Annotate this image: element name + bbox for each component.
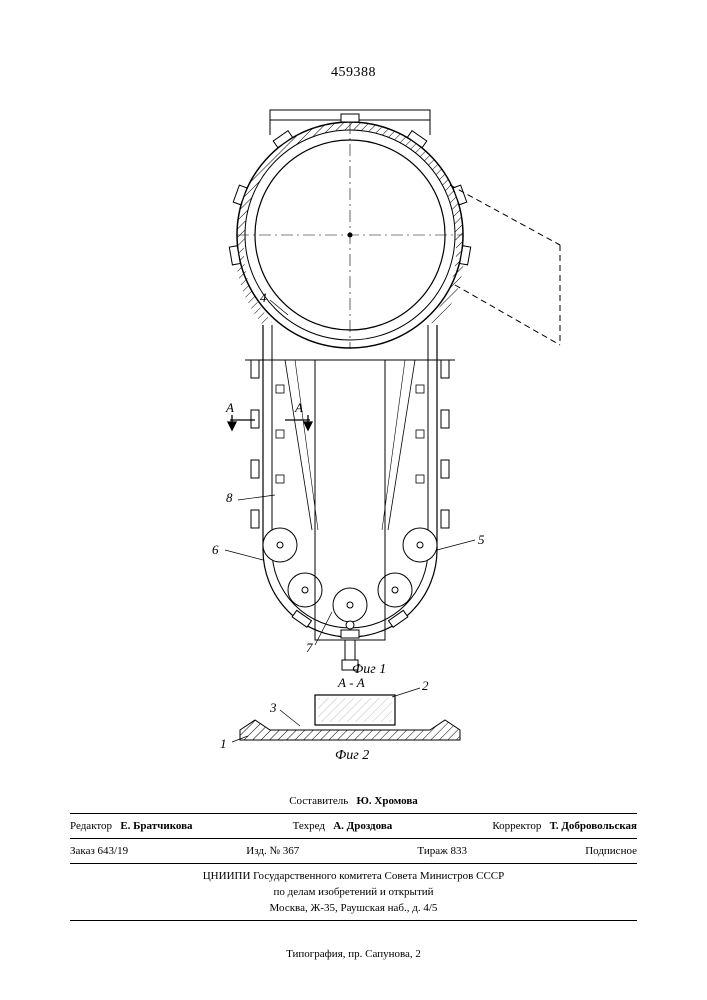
part-8: 8 (226, 490, 233, 506)
publisher-3: Москва, Ж-35, Раушская наб., д. 4/5 (70, 900, 637, 916)
part-3: 3 (270, 700, 277, 716)
composer-label: Составитель (289, 795, 348, 807)
section-mark-left: A (226, 400, 234, 416)
section-mark-right: A (295, 400, 303, 416)
footer: Составитель Ю. Хромова Редактор Е. Братч… (70, 793, 637, 925)
publisher-1: ЦНИИПИ Государственного комитета Совета … (70, 868, 637, 884)
corrector-name: Т. Добровольская (550, 820, 637, 832)
editor-label: Редактор (70, 820, 112, 832)
part-6: 6 (212, 542, 219, 558)
part-4: 4 (260, 290, 267, 306)
part-7: 7 (306, 640, 313, 656)
publisher-2: по делам изобретений и открытий (70, 884, 637, 900)
part-2: 2 (422, 678, 429, 694)
editor-name: Е. Братчикова (120, 820, 192, 832)
composer-name: Ю. Хромова (357, 795, 418, 807)
document-number: 459388 (0, 65, 707, 81)
fig2-label: Фиг 2 (335, 748, 369, 764)
order: Заказ 643/19 (70, 845, 128, 857)
circulation: Тираж 833 (417, 845, 467, 857)
edition: Изд. № 367 (246, 845, 299, 857)
techred-name: А. Дроздова (333, 820, 392, 832)
part-1: 1 (220, 736, 227, 752)
section-title: А - А (338, 675, 365, 691)
part-5: 5 (478, 532, 485, 548)
subscription: Подписное (585, 845, 637, 857)
figures: A A 4 8 6 5 7 Фиг 1 А - А 1 2 3 Фиг 2 (120, 100, 580, 780)
printer-line: Типография, пр. Сапунова, 2 (0, 948, 707, 960)
techred-label: Техред (293, 820, 325, 832)
corrector-label: Корректор (492, 820, 541, 832)
